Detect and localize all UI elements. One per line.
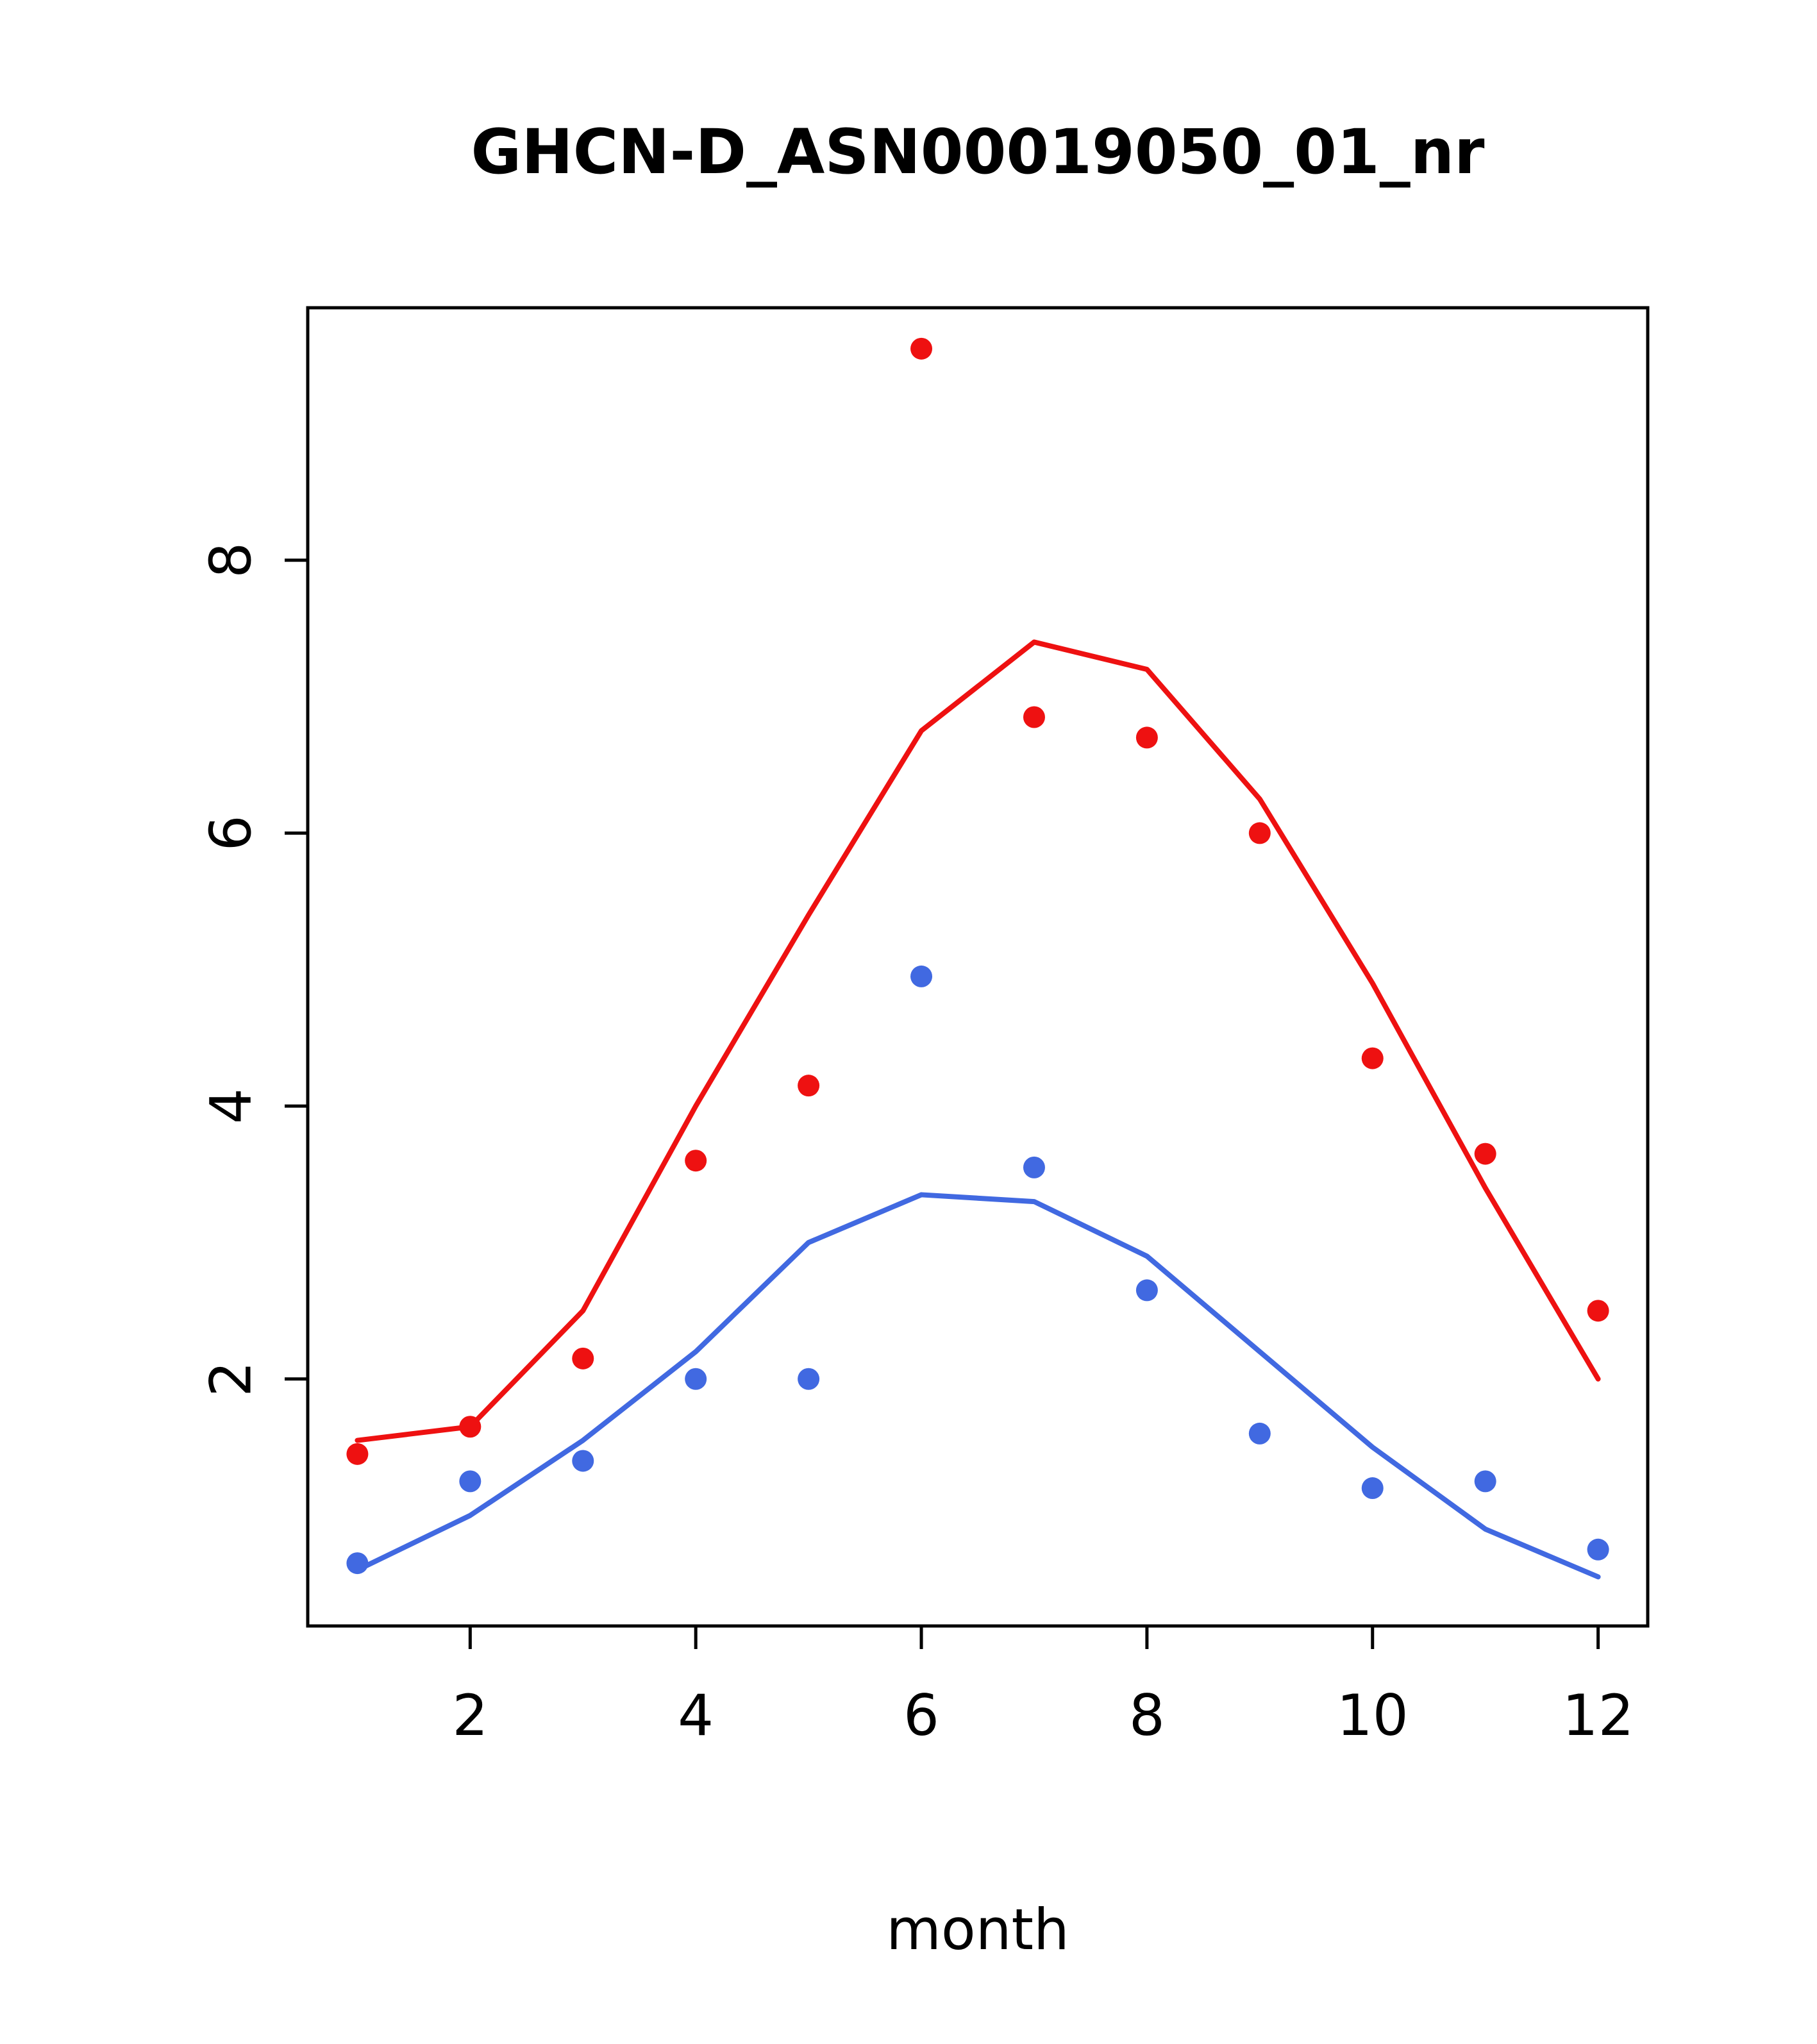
x-tick-label: 2 xyxy=(452,1682,488,1748)
blue-observed-points-dot xyxy=(1587,1538,1609,1561)
series-layer xyxy=(346,337,1609,1580)
blue-observed-points-dot xyxy=(798,1368,820,1390)
blue-observed-points-dot xyxy=(1023,1156,1045,1178)
x-tick-label: 4 xyxy=(678,1682,714,1748)
blue-observed-points-dot xyxy=(1248,1422,1271,1445)
blue-observed-points-dot xyxy=(685,1368,707,1390)
x-axis-label: month xyxy=(886,1897,1069,1963)
y-tick-label: 8 xyxy=(198,542,264,578)
red-observed-points-dot xyxy=(1248,822,1271,844)
x-tick-label: 8 xyxy=(1129,1682,1165,1748)
red-observed-points-dot xyxy=(346,1443,369,1465)
red-observed-points-dot xyxy=(459,1416,481,1438)
red-fit-line xyxy=(355,639,1601,1443)
chart-title: GHCN-D_ASN00019050_01_nr xyxy=(471,116,1486,188)
red-observed-points-dot xyxy=(798,1075,820,1097)
x-tick-label: 12 xyxy=(1562,1682,1634,1748)
blue-observed-points-dot xyxy=(1361,1477,1384,1500)
red-observed-points-dot xyxy=(572,1347,594,1370)
blue-observed-points-dot xyxy=(1474,1470,1496,1493)
blue-observed-points-dot xyxy=(459,1470,481,1493)
red-observed-points-dot xyxy=(1587,1300,1609,1322)
y-tick-label: 4 xyxy=(198,1088,264,1124)
plot-border xyxy=(306,306,1650,1628)
red-observed-points-dot xyxy=(685,1150,707,1172)
y-tick-label: 2 xyxy=(198,1361,264,1397)
blue-observed-points-dot xyxy=(910,965,933,987)
blue-observed-points-dot xyxy=(346,1552,369,1575)
axes: 2 4 6 8 10 12 2 4 6 8 xyxy=(198,306,1650,1748)
blue-observed-points-dot xyxy=(1135,1279,1158,1302)
red-observed-points-dot xyxy=(1023,706,1045,728)
blue-observed-points-dot xyxy=(572,1450,594,1472)
x-tick-label: 10 xyxy=(1337,1682,1409,1748)
blue-fit-line xyxy=(355,1192,1601,1580)
x-tick-label: 6 xyxy=(903,1682,939,1748)
y-tick-label: 6 xyxy=(198,815,264,851)
red-observed-points-dot xyxy=(1474,1143,1496,1165)
red-observed-points-dot xyxy=(910,337,933,360)
red-observed-points-dot xyxy=(1361,1047,1384,1069)
red-observed-points-dot xyxy=(1135,726,1158,749)
